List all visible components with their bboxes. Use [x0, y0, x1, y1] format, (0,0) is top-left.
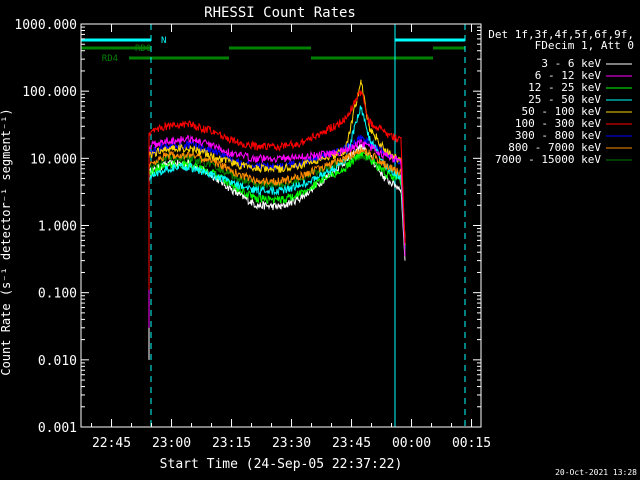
series-line-12-25-kev — [148, 149, 406, 313]
plot-frame — [80, 23, 482, 428]
flag-label-n: N — [161, 36, 166, 46]
series-line-800-7000-kev — [148, 147, 406, 281]
x-axis-ticks: 22:45 23:00 23:15 23:30 23:45 00:00 00:15 — [91, 24, 491, 451]
y-tick-label: 1000.000 — [14, 18, 77, 33]
legend-title-line: FDecim 1, Att 0 — [535, 39, 634, 52]
series-line-6-12-kev — [148, 134, 406, 328]
x-tick-label: 22:45 — [92, 436, 131, 451]
y-tick-label: 1.000 — [38, 220, 77, 235]
legend-entry-label: 100 - 300 keV — [515, 117, 601, 130]
legend-entry-label: 7000 - 15000 keV — [495, 153, 601, 166]
x-tick-label: 23:00 — [152, 436, 191, 451]
x-tick-label: 23:45 — [332, 436, 371, 451]
y-axis-label: Count Rate (s⁻¹ detector⁻¹ segment⁻¹) — [0, 108, 13, 375]
legend-entry-label: 300 - 800 keV — [515, 129, 601, 142]
flag-label-rd4: RD4 — [102, 54, 118, 64]
series-line-25-50-kev — [148, 105, 406, 304]
timestamp: 20-Oct-2021 13:28 — [555, 468, 637, 477]
flag-label-rd0: RD0 — [135, 44, 151, 54]
legend: Det 1f,3f,4f,5f,6f,9f,FDecim 1, Att 0 3 -… — [488, 28, 634, 166]
y-axis-ticks: 0.001 0.010 0.100 1.000 10.000 100.000 1000.00… — [14, 18, 481, 436]
y-tick-label: 0.010 — [38, 354, 77, 369]
y-tick-label: 0.100 — [38, 287, 77, 302]
series-layer — [148, 79, 406, 360]
legend-entry-label: 800 - 7000 keV — [508, 141, 601, 154]
legend-entry-label: 12 - 25 keV — [528, 81, 601, 94]
chart-title: RHESSI Count Rates — [204, 5, 356, 21]
legend-entry-label: 25 - 50 keV — [528, 93, 601, 106]
legend-entry-label: 50 - 100 keV — [522, 105, 602, 118]
y-tick-label: 0.001 — [38, 421, 77, 436]
legend-title-line: Det 1f,3f,4f,5f,6f,9f, — [488, 28, 634, 41]
y-tick-label: 10.000 — [30, 152, 77, 167]
series-line-100-300-kev — [148, 90, 406, 290]
legend-entry-label: 6 - 12 keV — [535, 69, 602, 82]
series-line-300-800-kev — [148, 134, 406, 286]
x-tick-label: 23:15 — [212, 436, 251, 451]
x-axis-label: Start Time (24-Sep-05 22:37:22) — [160, 457, 403, 472]
y-tick-label: 100.000 — [22, 85, 77, 100]
x-tick-label: 00:00 — [392, 436, 431, 451]
x-tick-label: 00:15 — [452, 436, 491, 451]
x-tick-label: 23:30 — [272, 436, 311, 451]
legend-entry-label: 3 - 6 keV — [541, 57, 601, 70]
series-line-50-100-kev — [148, 79, 406, 296]
